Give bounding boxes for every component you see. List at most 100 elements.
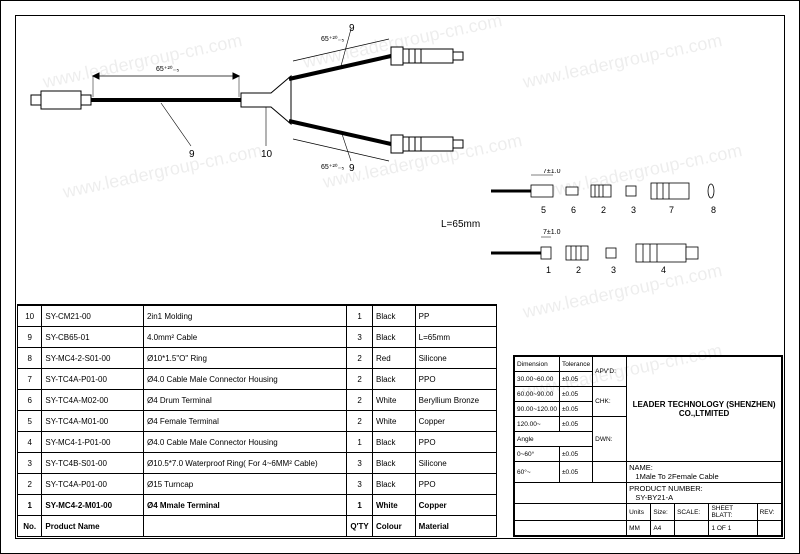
bom-col: Black bbox=[372, 369, 415, 390]
bom-no: 2 bbox=[18, 474, 42, 495]
chk-label: CHK: bbox=[593, 387, 627, 417]
sheet-l: SHEET BLATT: bbox=[709, 504, 757, 521]
dim-exploded-bot: 7±1.0 bbox=[543, 229, 561, 236]
bom-row: 6SY-TC4A-M02-00Ø4 Drum Terminal2WhiteBer… bbox=[18, 390, 497, 411]
bom-mat: Silicone bbox=[415, 453, 496, 474]
units-v: MM bbox=[627, 521, 651, 536]
bom-qty: 3 bbox=[347, 453, 373, 474]
bom-nm: Ø4 Mmale Terminal bbox=[143, 495, 346, 516]
bom-mat: Copper bbox=[415, 411, 496, 432]
bom-col: Red bbox=[372, 348, 415, 369]
hdr-col: Colour bbox=[372, 516, 415, 537]
tol-hdr-dim: Dimension bbox=[515, 357, 560, 372]
bom-no: 7 bbox=[18, 369, 42, 390]
ang-r0-t: ±0.05 bbox=[559, 447, 592, 462]
ang-r1-t: ±0.05 bbox=[559, 462, 592, 483]
bom-row: 10SY-CM21-002in1 Molding1BlackPP bbox=[18, 306, 497, 327]
bom-no: 5 bbox=[18, 411, 42, 432]
bom-nm: Ø10*1.5"O" Ring bbox=[143, 348, 346, 369]
callout-10: 10 bbox=[261, 149, 273, 160]
bom-nm: 4.0mm² Cable bbox=[143, 327, 346, 348]
tol-r2-d: 90.00~120.00 bbox=[515, 402, 560, 417]
callout-9a: 9 bbox=[189, 149, 195, 160]
bom-qty: 3 bbox=[347, 474, 373, 495]
bom-nm: Ø4.0 Cable Male Connector Housing bbox=[143, 369, 346, 390]
bom-row: 2SY-TC4A-P01-00Ø15 Turncap3BlackPPO bbox=[18, 474, 497, 495]
bom-nm: Ø10.5*7.0 Waterproof Ring( For 4~6MM² Ca… bbox=[143, 453, 346, 474]
title-block: Dimension Tolerance APV'D: LEADER TECHNO… bbox=[513, 355, 783, 537]
bom-row: 1SY-MC4-2-M01-00Ø4 Mmale Terminal1WhiteC… bbox=[18, 495, 497, 516]
tol-hdr-tol: Tolerance bbox=[559, 357, 592, 372]
company-name: LEADER TECHNOLOGY (SHENZHEN) CO.,LTMITED bbox=[627, 357, 782, 462]
exp-b-1: 2 bbox=[576, 265, 581, 275]
bom-no: 6 bbox=[18, 390, 42, 411]
size-v: A4 bbox=[651, 521, 675, 536]
bom-mat: PPO bbox=[415, 369, 496, 390]
bom-qty: 1 bbox=[347, 306, 373, 327]
tol-r1-t: ±0.05 bbox=[559, 387, 592, 402]
tol-r1-d: 60.00~90.00 bbox=[515, 387, 560, 402]
exp-t-5: 8 bbox=[711, 205, 716, 215]
length-note: L=65mm bbox=[441, 219, 480, 230]
dim-rt: 65⁺²⁰₋₅ bbox=[321, 35, 344, 43]
bom-no: 4 bbox=[18, 432, 42, 453]
drawing-sheet: www.leadergroup-cn.com www.leadergroup-c… bbox=[0, 0, 800, 554]
bom-header-row: No. Product Name Q'TY Colour Material bbox=[18, 516, 497, 537]
bom-pn: SY-TC4A-P01-00 bbox=[42, 474, 144, 495]
sheet-v: 1 OF 1 bbox=[709, 521, 757, 536]
exp-t-1: 6 bbox=[571, 205, 576, 215]
tol-r0-d: 30.00~60.00 bbox=[515, 372, 560, 387]
bom-pn: SY-TC4A-M02-00 bbox=[42, 390, 144, 411]
exp-b-3: 4 bbox=[661, 265, 666, 275]
bom-qty: 1 bbox=[347, 432, 373, 453]
main-assembly-view: 65⁺²⁰₋₅ 65⁺²⁰₋₅ 65⁺²⁰₋₅ 9 9 9 10 bbox=[21, 21, 779, 181]
hdr-mat: Material bbox=[415, 516, 496, 537]
hdr-no: No. bbox=[18, 516, 42, 537]
exp-b-0: 1 bbox=[546, 265, 551, 275]
bom-nm: Ø4 Female Terminal bbox=[143, 411, 346, 432]
ang-r0-d: 0~60° bbox=[515, 447, 560, 462]
exp-t-0: 5 bbox=[541, 205, 546, 215]
bom-table: 10SY-CM21-002in1 Molding1BlackPP9SY-CB65… bbox=[17, 304, 497, 537]
exploded-views: 7±1.0 7±1.0 L=65mm 5 6 2 3 7 8 1 2 3 4 bbox=[21, 169, 779, 259]
bom-mat: L=65mm bbox=[415, 327, 496, 348]
name-cell: NAME: 1Male To 2Female Cable bbox=[627, 462, 782, 483]
bom-col: White bbox=[372, 495, 415, 516]
bom-mat: Copper bbox=[415, 495, 496, 516]
apvd-label: APV'D: bbox=[593, 357, 627, 387]
bom-nm: Ø15 Turncap bbox=[143, 474, 346, 495]
tol-r0-t: ±0.05 bbox=[559, 372, 592, 387]
bom-no: 9 bbox=[18, 327, 42, 348]
hdr-nm bbox=[143, 516, 346, 537]
bom-mat: PP bbox=[415, 306, 496, 327]
angle-label: Angle bbox=[515, 432, 593, 447]
dim-exploded-top: 7±1.0 bbox=[543, 169, 561, 175]
callout-9c: 9 bbox=[349, 23, 355, 34]
bom-nm: 2in1 Molding bbox=[143, 306, 346, 327]
bom-no: 1 bbox=[18, 495, 42, 516]
bom-pn: SY-MC4-2-S01-00 bbox=[42, 348, 144, 369]
bom-col: Black bbox=[372, 327, 415, 348]
bom-mat: Beryllium Bronze bbox=[415, 390, 496, 411]
bom-row: 8SY-MC4-2-S01-00Ø10*1.5"O" Ring2RedSilic… bbox=[18, 348, 497, 369]
exp-b-2: 3 bbox=[611, 265, 616, 275]
bom-qty: 3 bbox=[347, 327, 373, 348]
scale-l: SCALE: bbox=[675, 504, 709, 521]
bom-mat: Silicone bbox=[415, 348, 496, 369]
bom-col: White bbox=[372, 390, 415, 411]
name-label: NAME: bbox=[629, 463, 653, 472]
bom-qty: 2 bbox=[347, 411, 373, 432]
tol-r3-d: 120.00~ bbox=[515, 417, 560, 432]
dwn-label: DWN: bbox=[593, 417, 627, 462]
product-cell: PRODUCT NUMBER: SY-BY21-A bbox=[627, 483, 782, 504]
dim-left: 65⁺²⁰₋₅ bbox=[156, 65, 179, 73]
bom-qty: 1 bbox=[347, 495, 373, 516]
rev-l: REV: bbox=[757, 504, 781, 521]
exp-t-2: 2 bbox=[601, 205, 606, 215]
size-l: Size: bbox=[651, 504, 675, 521]
product-label: PRODUCT NUMBER: bbox=[629, 484, 703, 493]
bom-pn: SY-TC4A-M01-00 bbox=[42, 411, 144, 432]
bom-row: 7SY-TC4A-P01-00Ø4.0 Cable Male Connector… bbox=[18, 369, 497, 390]
bom-mat: PPO bbox=[415, 432, 496, 453]
ang-r1-d: 60°~ bbox=[515, 462, 560, 483]
